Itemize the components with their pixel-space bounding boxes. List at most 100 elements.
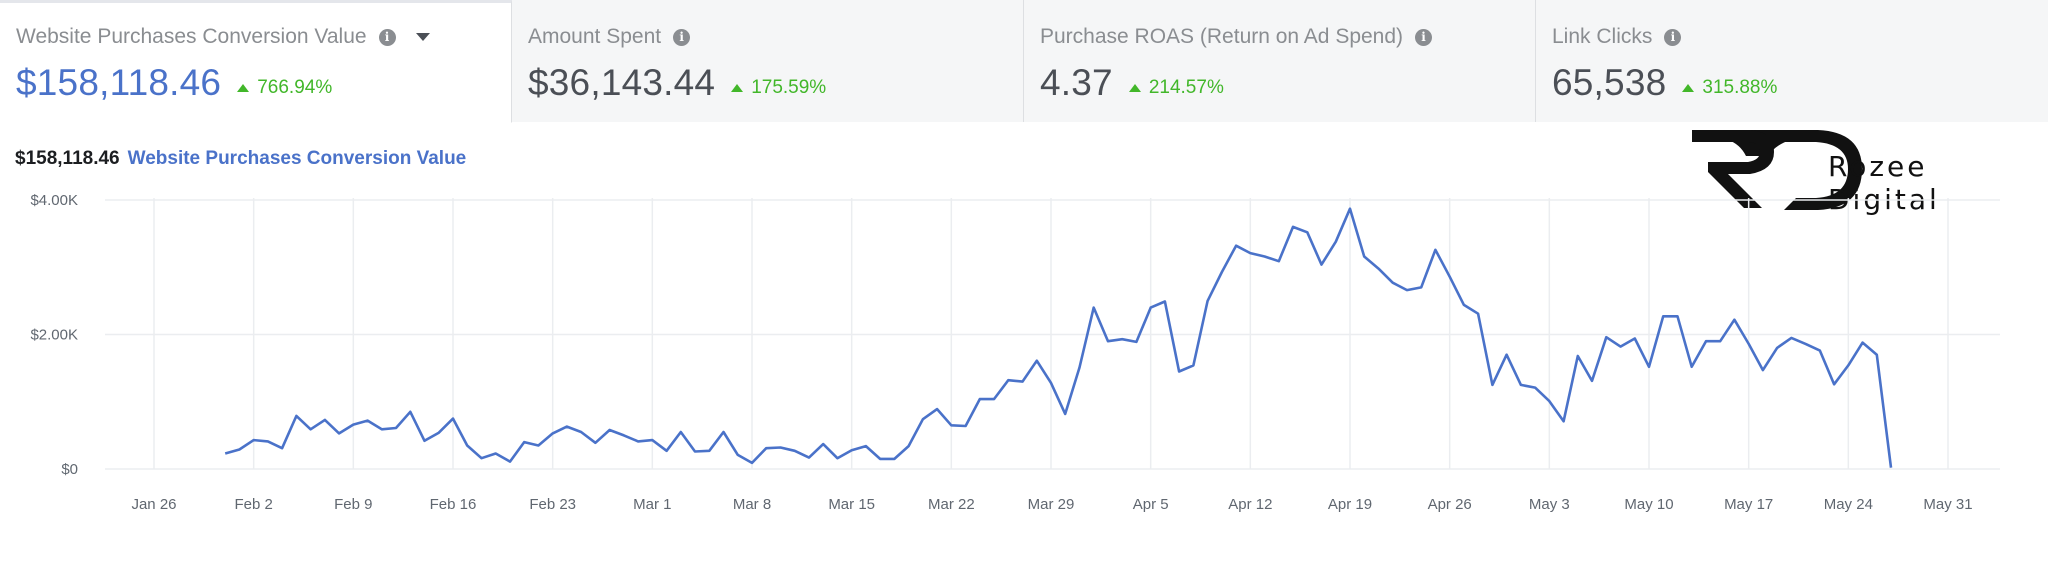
- data-point[interactable]: [1746, 341, 1752, 347]
- data-point[interactable]: [1603, 334, 1609, 340]
- data-point[interactable]: [635, 438, 641, 444]
- data-point[interactable]: [1361, 254, 1367, 260]
- data-point[interactable]: [891, 456, 897, 462]
- data-point[interactable]: [1062, 411, 1068, 417]
- data-point[interactable]: [1432, 247, 1438, 253]
- data-point[interactable]: [1190, 362, 1196, 368]
- data-point[interactable]: [778, 445, 784, 451]
- data-point[interactable]: [592, 440, 598, 446]
- data-point[interactable]: [678, 429, 684, 435]
- data-point[interactable]: [1304, 229, 1310, 235]
- info-icon[interactable]: i: [378, 28, 396, 46]
- tab-purchase-roas[interactable]: Purchase ROAS (Return on Ad Spend) i 4.3…: [1024, 0, 1536, 122]
- data-point[interactable]: [1262, 254, 1268, 260]
- data-point[interactable]: [692, 449, 698, 455]
- data-point[interactable]: [849, 447, 855, 453]
- data-point[interactable]: [792, 448, 798, 454]
- data-point[interactable]: [1703, 338, 1709, 344]
- data-point[interactable]: [293, 413, 299, 419]
- data-point[interactable]: [1105, 338, 1111, 344]
- data-point[interactable]: [493, 451, 499, 457]
- data-point[interactable]: [535, 443, 541, 449]
- data-point[interactable]: [1675, 313, 1681, 319]
- data-point[interactable]: [1717, 338, 1723, 344]
- data-point[interactable]: [379, 426, 385, 432]
- data-point[interactable]: [1091, 305, 1097, 311]
- data-point[interactable]: [1831, 381, 1837, 387]
- data-point[interactable]: [834, 455, 840, 461]
- data-point[interactable]: [877, 456, 883, 462]
- data-point[interactable]: [820, 441, 826, 447]
- data-point[interactable]: [621, 432, 627, 438]
- data-point[interactable]: [1133, 339, 1139, 345]
- data-point[interactable]: [1376, 266, 1382, 272]
- data-point[interactable]: [1845, 362, 1851, 368]
- data-point[interactable]: [1020, 379, 1026, 385]
- data-point[interactable]: [1176, 369, 1182, 375]
- data-point[interactable]: [1803, 341, 1809, 347]
- data-point[interactable]: [920, 416, 926, 422]
- tab-amount-spent[interactable]: Amount Spent i $36,143.44 175.59%: [512, 0, 1024, 122]
- data-point[interactable]: [350, 422, 356, 428]
- data-point[interactable]: [1504, 352, 1510, 358]
- data-point[interactable]: [1489, 382, 1495, 388]
- data-point[interactable]: [365, 418, 371, 424]
- data-point[interactable]: [578, 429, 584, 435]
- data-point[interactable]: [1233, 243, 1239, 249]
- data-point[interactable]: [1034, 358, 1040, 364]
- data-point[interactable]: [749, 460, 755, 466]
- data-point[interactable]: [1817, 348, 1823, 354]
- data-point[interactable]: [1561, 418, 1567, 424]
- data-point[interactable]: [863, 443, 869, 449]
- data-point[interactable]: [407, 409, 413, 415]
- data-point[interactable]: [1461, 302, 1467, 308]
- data-point[interactable]: [1518, 382, 1524, 388]
- data-point[interactable]: [1575, 353, 1581, 359]
- data-point[interactable]: [507, 459, 513, 465]
- data-point[interactable]: [1119, 336, 1125, 342]
- data-point[interactable]: [1219, 269, 1225, 275]
- data-point[interactable]: [948, 422, 954, 428]
- data-point[interactable]: [236, 447, 242, 453]
- data-point[interactable]: [1475, 311, 1481, 317]
- caret-down-icon[interactable]: [415, 33, 430, 41]
- tab-website-purchases-conversion-value[interactable]: Website Purchases Conversion Value i $15…: [0, 0, 512, 123]
- data-point[interactable]: [1888, 465, 1894, 471]
- data-point[interactable]: [763, 445, 769, 451]
- data-point[interactable]: [991, 396, 997, 402]
- data-point[interactable]: [1005, 377, 1011, 383]
- data-point[interactable]: [1731, 317, 1737, 323]
- data-point[interactable]: [706, 448, 712, 454]
- data-point[interactable]: [1162, 299, 1168, 305]
- data-point[interactable]: [1860, 340, 1866, 346]
- data-point[interactable]: [1048, 380, 1054, 386]
- data-point[interactable]: [251, 437, 257, 443]
- data-point[interactable]: [1532, 385, 1538, 391]
- data-point[interactable]: [322, 417, 328, 423]
- data-point[interactable]: [279, 445, 285, 451]
- data-point[interactable]: [422, 438, 428, 444]
- data-point[interactable]: [1447, 274, 1453, 280]
- data-point[interactable]: [1874, 352, 1880, 358]
- data-point[interactable]: [222, 451, 228, 457]
- data-point[interactable]: [735, 452, 741, 458]
- data-point[interactable]: [1205, 298, 1211, 304]
- data-point[interactable]: [934, 406, 940, 412]
- data-point[interactable]: [607, 427, 613, 433]
- data-point[interactable]: [1418, 284, 1424, 290]
- data-point[interactable]: [664, 448, 670, 454]
- data-point[interactable]: [1774, 345, 1780, 351]
- data-point[interactable]: [1646, 364, 1652, 370]
- data-point[interactable]: [564, 424, 570, 430]
- data-point[interactable]: [1788, 335, 1794, 341]
- data-point[interactable]: [479, 455, 485, 461]
- data-point[interactable]: [1347, 206, 1353, 212]
- data-point[interactable]: [464, 443, 470, 449]
- data-point[interactable]: [649, 437, 655, 443]
- data-point[interactable]: [1689, 364, 1695, 370]
- data-point[interactable]: [1660, 313, 1666, 319]
- data-point[interactable]: [1760, 367, 1766, 373]
- data-point[interactable]: [521, 439, 527, 445]
- data-point[interactable]: [265, 438, 271, 444]
- data-point[interactable]: [1390, 280, 1396, 286]
